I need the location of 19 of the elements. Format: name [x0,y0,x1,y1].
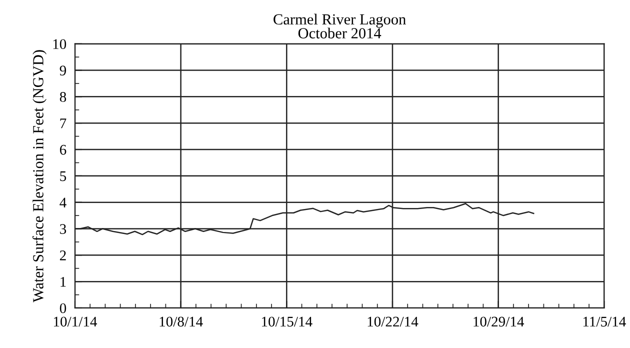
y-tick-label: 10 [53,39,66,50]
y-axis-title: Water Surface Elevation in Feet (NGVD) [32,50,46,302]
y-tick-label: 8 [60,92,66,102]
y-tick-label: 3 [60,224,66,234]
y-tick-label: 7 [60,118,66,128]
x-tick-label: 11/5/14 [583,316,626,327]
x-tick-label: 10/8/14 [160,316,203,327]
y-tick-label: 6 [60,144,66,155]
x-tick-label: 10/29/14 [474,316,524,327]
x-tick-label: 10/1/14 [54,316,98,327]
y-tick-label: 5 [60,171,66,182]
y-tick-label: 4 [60,198,66,208]
y-tick-label: 2 [60,250,66,260]
y-tick-label: 1 [60,277,66,287]
chart-title: Carmel River Lagoon October 2014 [274,14,406,38]
y-tick-label: 9 [60,66,66,76]
y-tick-label: 0 [60,303,66,314]
x-tick-label: 10/15/14 [262,316,312,327]
x-tick-label: 10/22/14 [368,316,418,327]
